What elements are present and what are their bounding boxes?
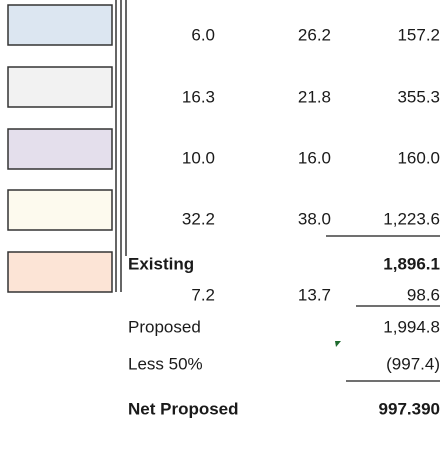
cell: 21.8 [298, 87, 331, 106]
cell: 10.0 [182, 148, 215, 167]
cell: 13.7 [298, 285, 331, 304]
cell: 997.390 [379, 399, 440, 418]
swatch [7, 4, 113, 46]
swatch [7, 189, 113, 231]
cell: 1,994.8 [383, 317, 440, 336]
label: Existing [128, 254, 194, 273]
cell: 38.0 [298, 209, 331, 228]
cell: 1,896.1 [383, 254, 440, 273]
cell: 6.0 [191, 25, 215, 44]
cell: 16.3 [182, 87, 215, 106]
cell: 160.0 [397, 148, 440, 167]
cell: 98.6 [407, 285, 440, 304]
swatch [7, 66, 113, 108]
label: Proposed [128, 317, 201, 336]
cell: 1,223.6 [383, 209, 440, 228]
cell: 7.2 [191, 285, 215, 304]
comment-marker [335, 341, 341, 347]
cell: 157.2 [397, 25, 440, 44]
swatch [7, 251, 113, 293]
swatch [7, 128, 113, 170]
cell: 26.2 [298, 25, 331, 44]
cell: 16.0 [298, 148, 331, 167]
cell: (997.4) [386, 354, 440, 373]
label: Net Proposed [128, 399, 239, 418]
label: Less 50% [128, 354, 203, 373]
cell: 32.2 [182, 209, 215, 228]
cell: 355.3 [397, 87, 440, 106]
